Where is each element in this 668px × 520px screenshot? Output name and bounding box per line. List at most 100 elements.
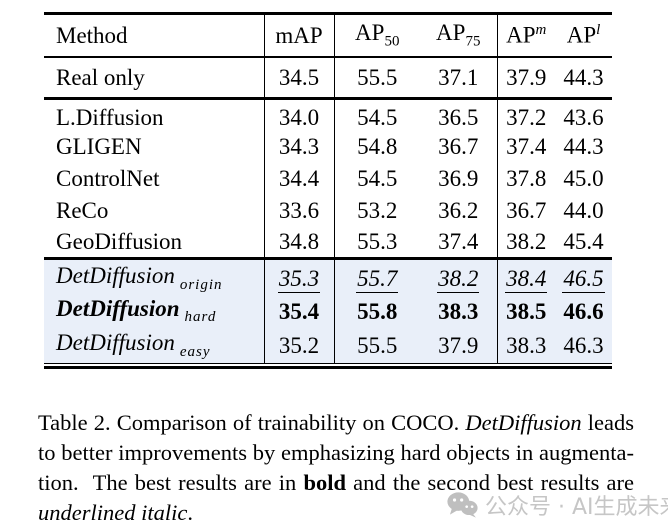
header-superscript: m	[535, 22, 547, 39]
caption-line: underlined italic.	[38, 498, 634, 520]
wechat-icon	[447, 492, 478, 518]
value-cell: 38.5	[496, 293, 555, 329]
header-superscript: l	[596, 22, 601, 39]
table-row-geodiffusion: GeoDiffusion 34.8 55.3 37.4 38.2 45.4	[44, 226, 612, 259]
value-cell: 38.4	[496, 257, 555, 294]
value-cell: 45.4	[563, 229, 604, 255]
value-cell: 37.4	[496, 130, 555, 163]
value-underlined: 35.3	[277, 265, 321, 293]
header-label: AP	[355, 19, 385, 45]
method-name: ControlNet	[56, 166, 160, 191]
value-cell: 54.5	[333, 162, 420, 195]
method-cell: DetDiffusion origin	[44, 257, 264, 294]
value-cell: 37.8	[496, 162, 555, 195]
value-cell: 38.3	[438, 298, 479, 324]
caption-text: tion. The best results are in	[38, 470, 304, 495]
paper-page: Method mAP AP50 AP75 APm APl Real only 3…	[0, 12, 668, 520]
method-cell: DetDiffusion hard	[44, 294, 264, 329]
value-cell: 34.5	[263, 56, 334, 100]
caption-line: to better improvements by emphasizing ha…	[38, 438, 634, 468]
value-cell: 36.7	[438, 134, 479, 159]
caption-text: Table 2. Comparison of trainability on C…	[38, 410, 466, 435]
value-cell: 36.9	[438, 166, 479, 191]
value-cell: 38.3	[496, 328, 555, 364]
method-cell: ControlNet	[44, 163, 264, 195]
value-cell: 34.4	[263, 162, 334, 195]
table-row-ldiffusion: L.Diffusion 34.0 54.5 36.5 37.2 43.6	[44, 98, 612, 131]
value-cell: 55.8	[333, 293, 420, 329]
value-cell: 36.5	[438, 104, 479, 130]
value-underlined: 46.5	[562, 265, 605, 293]
value-cell: 37.4	[438, 229, 479, 255]
value-cell: 55.3	[333, 226, 420, 259]
value-underlined: 38.2	[437, 265, 480, 293]
table-row-controlnet: ControlNet 34.4 54.5 36.9 37.8 45.0	[44, 162, 612, 195]
value-cell: 35.4	[263, 293, 334, 329]
method-subscript: easy	[179, 344, 211, 361]
table-header-row: Method mAP AP50 AP75 APm APl	[44, 13, 612, 58]
method-name: GLIGEN	[56, 134, 142, 159]
value-cell: 37.9	[438, 333, 479, 359]
value-cell: 37.2	[496, 98, 555, 131]
value-cell: 37.1	[420, 56, 497, 100]
value-cell: 36.7	[496, 194, 555, 227]
caption-text: to better improvements by emphasizing ha…	[38, 440, 634, 465]
value-cell: 46.3	[563, 333, 604, 359]
value-underlined: 55.7	[356, 265, 399, 293]
table-row-detdiffusion-origin: DetDiffusion origin 35.3 55.7 38.2 38.4 4…	[44, 257, 612, 294]
method-cell: GLIGEN	[44, 131, 264, 163]
watermark-text: 公众号 · AI生成未来	[485, 495, 668, 520]
value-cell: 55.7	[333, 257, 420, 294]
value-underlined: 38.4	[505, 265, 548, 293]
caption-text-bold: bold	[303, 470, 346, 495]
table-row-real-only: Real only 34.5 55.5 37.1 37.9 44.3	[44, 56, 612, 100]
value-cell: 44.0	[563, 198, 604, 223]
value-cell: 37.9	[496, 56, 555, 100]
watermark: 公众号 · AI生成未来	[447, 489, 668, 520]
method-name: L.Diffusion	[56, 104, 164, 130]
value-cell: 33.6	[263, 194, 334, 227]
method-cell: ReCo	[44, 195, 264, 227]
header-label: Method	[56, 22, 128, 48]
value-cell: 55.5	[333, 56, 420, 100]
value-cell: 46.5	[555, 257, 612, 294]
results-table: Method mAP AP50 AP75 APm APl Real only 3…	[44, 12, 612, 364]
value-cell: 34.8	[263, 226, 334, 259]
column-header-ap75: AP75	[420, 13, 497, 58]
method-name: DetDiffusion	[56, 295, 180, 321]
method-name: GeoDiffusion	[56, 229, 183, 255]
value-cell: 54.8	[333, 130, 420, 163]
table-row-detdiffusion-hard: DetDiffusion hard 35.4 55.8 38.3 38.5 46.…	[44, 293, 612, 329]
header-subscript: 75	[465, 33, 481, 50]
header-label: AP	[566, 23, 597, 49]
table-row-detdiffusion-easy: DetDiffusion easy 35.2 55.5 37.9 38.3 46.…	[44, 328, 612, 364]
value-cell: 38.2	[420, 257, 497, 294]
method-name: DetDiffusion	[56, 262, 175, 288]
caption-line: Table 2. Comparison of trainability on C…	[38, 408, 634, 438]
method-name: ReCo	[56, 198, 109, 223]
value-cell: 45.0	[563, 166, 604, 191]
value-cell: 43.6	[563, 104, 604, 130]
method-cell: Real only	[44, 56, 264, 100]
header-label: AP	[436, 19, 466, 45]
caption-text-italic: DetDiffusion	[465, 410, 582, 435]
value-cell: 34.3	[263, 130, 334, 163]
table-row-reco: ReCo 33.6 53.2 36.2 36.7 44.0	[44, 194, 612, 227]
method-cell: GeoDiffusion	[44, 227, 264, 259]
header-label: AP	[506, 23, 536, 49]
table-bottom-rule	[44, 366, 612, 369]
value-cell: 36.2	[438, 198, 479, 223]
method-cell: L.Diffusion	[44, 99, 264, 131]
value-cell: 38.2	[496, 226, 555, 259]
value-cell: 34.0	[263, 98, 334, 131]
method-cell: DetDiffusion easy	[44, 329, 264, 364]
method-subscript: origin	[179, 276, 223, 293]
column-header-map: mAP	[263, 13, 334, 58]
method-subscript: hard	[184, 309, 217, 326]
caption-text: leads	[581, 410, 634, 435]
header-subscript: 50	[384, 33, 400, 50]
method-name: Real only	[56, 64, 145, 90]
caption-line: tion. The best results are in bold and t…	[38, 468, 634, 498]
value-cell: 35.2	[263, 328, 334, 364]
table-caption: Table 2. Comparison of trainability on C…	[38, 408, 634, 520]
